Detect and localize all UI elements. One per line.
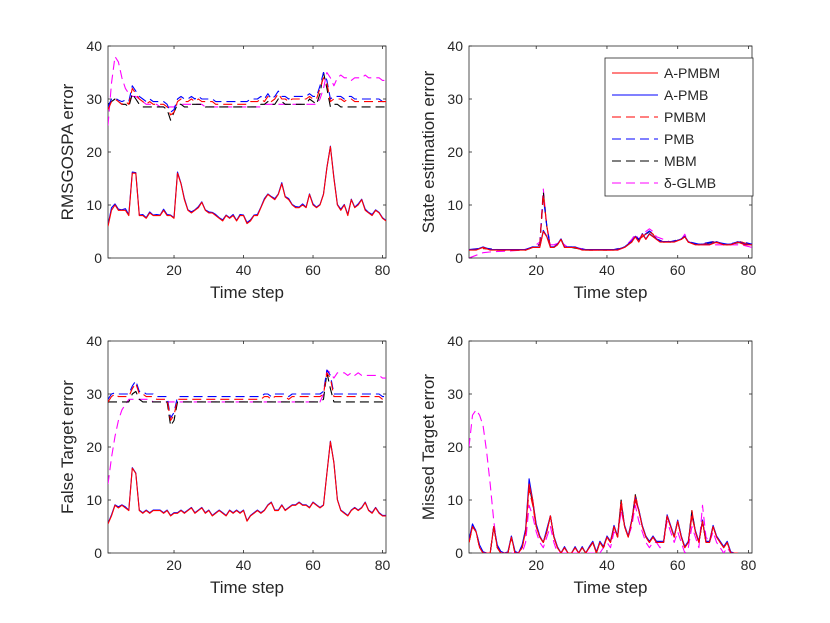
legend-label-mbm: MBM	[664, 153, 697, 169]
series-line-apmbm	[469, 483, 738, 553]
series-line-apmbm	[108, 441, 386, 525]
series-group	[108, 56, 386, 227]
y-tick-label: 10	[86, 492, 102, 508]
y-tick-label: 30	[447, 91, 463, 107]
x-tick-label: 80	[375, 262, 391, 278]
x-tick-label: 20	[166, 557, 182, 573]
y-tick-label: 20	[447, 439, 463, 455]
missed-target-error-plot: 20 40 60 80 0 10 20 30 40 Time step Missed Target …	[419, 333, 756, 597]
series-line-apmbm	[108, 146, 386, 227]
series-line-pmbm	[108, 77, 386, 116]
y-tick-label: 0	[455, 250, 463, 266]
series-line-glmb	[108, 369, 386, 485]
series-line-mbm	[108, 71, 386, 121]
y-tick-label: 20	[86, 144, 102, 160]
legend-label-pmbm: PMBM	[664, 109, 706, 125]
y-tick-label: 40	[86, 38, 102, 54]
y-tick-label: 20	[447, 144, 463, 160]
series-line-glmb	[469, 188, 752, 258]
series-line-apmbm	[469, 230, 752, 251]
legend-label-apmb: A-PMB	[664, 87, 708, 103]
series-line-apmb	[469, 229, 752, 251]
x-tick-label: 20	[528, 262, 544, 278]
series-line-pmb	[469, 196, 752, 251]
x-tick-label: 60	[305, 262, 321, 278]
x-tick-label: 60	[670, 557, 686, 573]
y-tick-label: 40	[447, 38, 463, 54]
x-axis-label: Time step	[210, 283, 284, 302]
y-axis-label: Missed Target error	[419, 374, 438, 520]
series-line-apmb	[108, 440, 386, 524]
x-tick-label: 40	[599, 557, 615, 573]
y-tick-label: 30	[86, 91, 102, 107]
series-line-glmb	[108, 56, 386, 126]
y-axis-label: RMSGOSPA error	[58, 83, 77, 220]
y-tick-label: 40	[86, 333, 102, 349]
series-line-mbm	[469, 191, 752, 251]
series-group	[469, 188, 752, 258]
y-tick-label: 0	[455, 545, 463, 561]
x-axis-label: Time step	[573, 578, 647, 597]
y-axis-label: State estimation error	[419, 70, 438, 233]
axes-frame	[468, 340, 753, 554]
state-estimation-error-plot: 20 40 60 80 0 10 20 30 40 Time step State estimati…	[419, 38, 756, 302]
y-tick-label: 0	[94, 250, 102, 266]
y-tick-label: 0	[94, 545, 102, 561]
x-tick-label: 40	[236, 262, 252, 278]
x-tick-label: 80	[375, 557, 391, 573]
x-tick-label: 40	[599, 262, 615, 278]
x-tick-label: 80	[741, 557, 757, 573]
legend: A-PMBM A-PMB PMBM PMB MBM δ-GLMB	[604, 57, 754, 197]
x-tick-label: 60	[670, 262, 686, 278]
y-tick-label: 10	[447, 492, 463, 508]
false-target-error-plot: 20 40 60 80 0 10 20 30 40 Time step False Target e…	[58, 333, 391, 597]
series-line-pmbm	[108, 372, 386, 422]
legend-label-pmb: PMB	[664, 131, 694, 147]
x-tick-label: 80	[741, 262, 757, 278]
rmsgospa-error-plot: 20 40 60 80 0 10 20 30 40 Time step RMSGOSPA error	[58, 38, 391, 302]
y-tick-label: 30	[447, 386, 463, 402]
x-tick-label: 20	[166, 262, 182, 278]
y-tick-label: 20	[86, 439, 102, 455]
y-axis-label: False Target error	[58, 380, 77, 514]
series-line-glmb	[469, 409, 738, 553]
y-tick-label: 30	[86, 386, 102, 402]
legend-box	[604, 57, 754, 197]
series-line-pmb	[108, 369, 386, 419]
series-group	[469, 409, 738, 553]
x-tick-label: 20	[528, 557, 544, 573]
series-line-pmb	[469, 483, 738, 553]
y-tick-label: 10	[447, 197, 463, 213]
legend-label-glmb: δ-GLMB	[664, 175, 716, 191]
legend-label-apmbm: A-PMBM	[664, 65, 720, 81]
x-axis-label: Time step	[210, 578, 284, 597]
series-line-mbm	[108, 372, 386, 427]
x-tick-label: 60	[305, 557, 321, 573]
series-line-pmb	[108, 71, 386, 113]
x-axis-label: Time step	[573, 283, 647, 302]
y-tick-label: 10	[86, 197, 102, 213]
y-tick-label: 40	[447, 333, 463, 349]
series-line-apmb	[469, 478, 738, 553]
x-tick-label: 40	[236, 557, 252, 573]
series-group	[108, 369, 386, 525]
